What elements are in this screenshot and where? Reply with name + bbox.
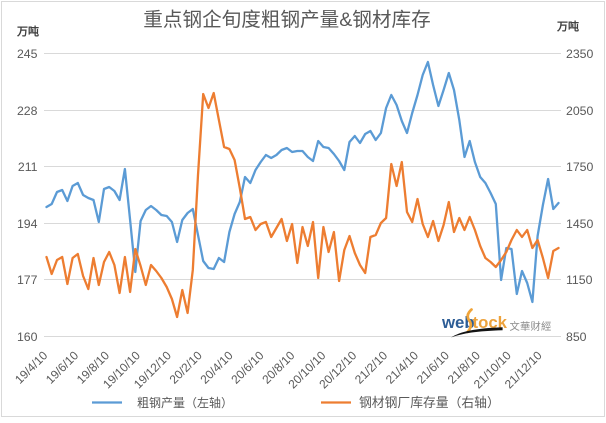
svg-text:245: 245 [17, 47, 38, 61]
svg-text:tock: tock [473, 313, 508, 332]
svg-text:1750: 1750 [566, 160, 594, 174]
svg-text:1150: 1150 [566, 273, 593, 287]
svg-text:160: 160 [17, 330, 38, 344]
svg-text:钢材钢厂库存量（右轴）: 钢材钢厂库存量（右轴） [359, 395, 500, 410]
svg-text:2350: 2350 [566, 47, 594, 61]
svg-text:粗钢产量（左轴）: 粗钢产量（左轴） [137, 395, 233, 410]
svg-text:177: 177 [17, 273, 38, 287]
svg-text:重点钢企旬度粗钢产量&钢材库存: 重点钢企旬度粗钢产量&钢材库存 [143, 9, 430, 31]
svg-text:194: 194 [17, 217, 38, 231]
svg-text:211: 211 [18, 160, 38, 174]
svg-text:万吨: 万吨 [16, 24, 39, 38]
svg-text:228: 228 [17, 104, 38, 118]
svg-text:web: web [441, 313, 475, 332]
svg-text:文華财經: 文華财經 [510, 320, 552, 333]
svg-text:850: 850 [566, 330, 587, 344]
svg-text:万吨: 万吨 [556, 19, 579, 33]
svg-text:1450: 1450 [566, 217, 594, 231]
svg-text:2050: 2050 [566, 104, 594, 118]
